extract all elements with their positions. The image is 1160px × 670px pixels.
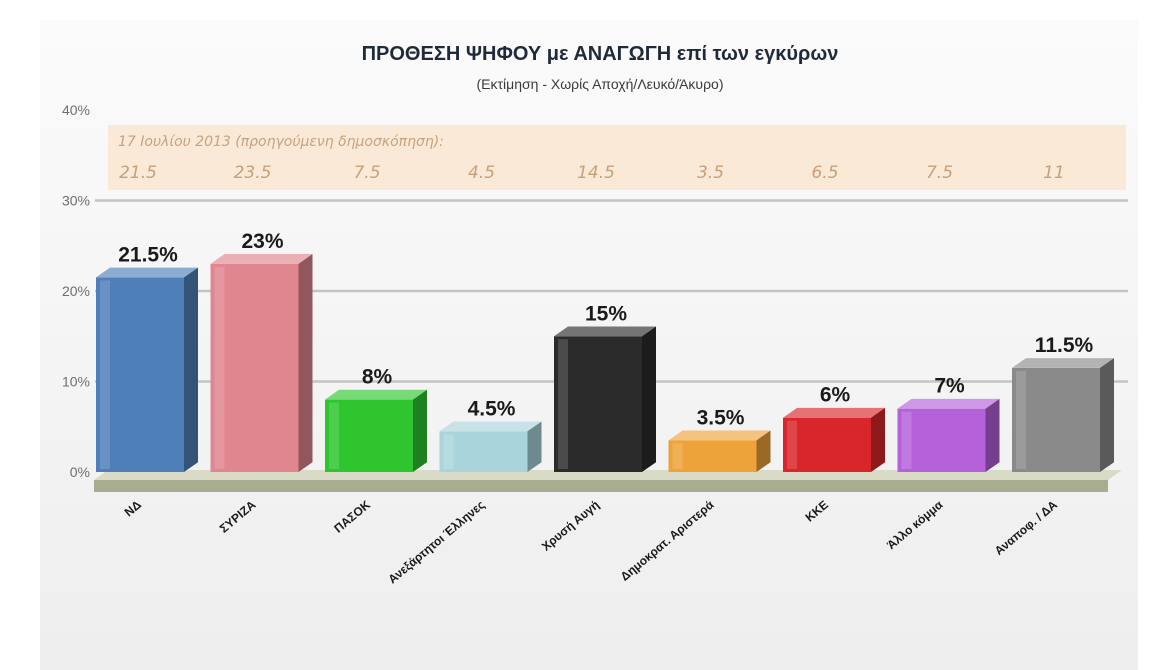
bar-highlight [214,266,225,469]
y-tick-label: 30% [62,193,90,209]
previous-value: 4.5 [468,163,495,183]
bar-side [527,421,542,472]
data-label: 8% [362,366,393,389]
previous-value: 7.5 [353,163,380,183]
previous-poll-note: 17 Ιουλίου 2013 (προηγούμενη δημοσκόπηση… [118,134,444,150]
bar-highlight [1016,370,1026,469]
chart-title: ΠΡΟΘΕΣΗ ΨΗΦΟΥ με ΑΝΑΓΩΓΗ επί των εγκύρων [362,43,839,65]
bar-top [210,254,313,264]
previous-value: 23.5 [234,163,272,183]
data-label: 23% [241,230,283,253]
bar-front [897,408,986,472]
previous-poll-band [108,125,1126,190]
y-axis-tick-labels: 0% 10% 20% 30% 40% [62,102,90,480]
bar-front [554,336,642,472]
bar-side [413,389,427,472]
bar [783,407,885,472]
bar-highlight [558,339,568,469]
bar-highlight [100,280,110,469]
y-tick-label: 10% [62,374,90,390]
bar-highlight [443,434,454,469]
y-tick-label: 40% [62,102,90,118]
data-label: 21.5% [118,243,178,266]
bar-front [1012,367,1100,472]
data-labels: 21.5% 23% 8% 4.5% 15% 3.5% 6% 7% 11.5% [118,230,1093,429]
chart-floor [94,470,1122,492]
bar-highlight [787,420,797,469]
data-label: 4.5% [468,397,516,420]
previous-value: 21.5 [119,163,157,183]
bar [668,430,771,472]
bar-top [783,407,885,418]
bar [897,398,1000,472]
previous-value: 14.5 [577,163,615,183]
floor-top [94,470,1122,480]
bar-front [210,263,299,472]
bar-highlight [672,443,683,469]
bar [325,389,427,472]
bar-top [325,389,427,400]
previous-value: 6.5 [811,163,838,183]
previous-value: 11 [1043,163,1065,183]
bar-top [897,398,1000,409]
bar-side [642,326,656,472]
data-label: 11.5% [1035,334,1094,357]
bar [210,254,313,472]
bar-front [325,399,413,472]
bar-highlight [329,402,339,469]
previous-value: 7.5 [926,163,953,183]
bar-top [668,430,771,441]
bar-front [783,417,871,472]
bar-side [985,398,1000,472]
data-label: 3.5% [697,406,745,429]
bar-side [298,254,313,472]
bar-top [439,421,542,432]
bar-side [1100,358,1114,472]
data-label: 15% [585,302,627,325]
data-label: 6% [820,384,851,407]
bar-top [554,326,656,337]
y-tick-label: 20% [62,283,90,299]
bar-top [96,267,198,278]
bars [96,254,1114,472]
bar-highlight [901,411,912,469]
bar-side [184,267,198,472]
data-label: 7% [934,375,965,398]
y-tick-label: 0% [70,464,90,480]
bar [439,421,542,472]
bar-side [871,407,885,472]
chart-subtitle: (Εκτίμηση - Χωρίς Αποχή/Λευκό/Άκυρο) [477,76,724,92]
floor-front [94,480,1108,492]
bar-front [96,277,184,472]
previous-value: 3.5 [697,163,724,183]
bar [96,267,198,472]
bar [1012,358,1114,472]
bar-top [1012,358,1114,368]
bar [554,326,656,472]
bar-front [668,440,757,472]
bar-side [756,430,771,472]
previous-poll-values: 21.5 23.5 7.5 4.5 14.5 3.5 6.5 7.5 11 [119,163,1065,183]
bar-front [439,431,528,472]
